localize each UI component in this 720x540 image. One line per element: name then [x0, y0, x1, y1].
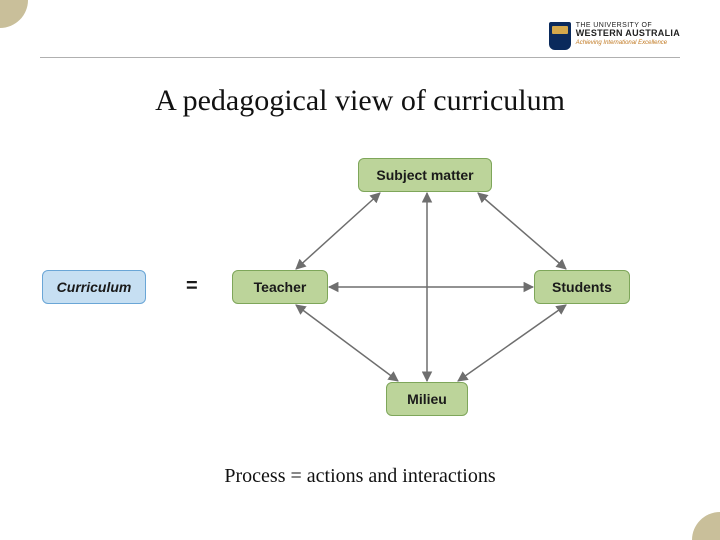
logo-line2: WESTERN AUSTRALIA: [576, 29, 680, 38]
logo-tagline: Achieving International Excellence: [576, 40, 680, 46]
node-label: Subject matter: [376, 167, 473, 183]
corner-decoration-br: [692, 512, 720, 540]
curriculum-diagram: Curriculum = Teacher Subject matter Mili…: [0, 150, 720, 430]
corner-decoration-tl: [0, 0, 28, 28]
logo-text: THE UNIVERSITY OF WESTERN AUSTRALIA Achi…: [576, 22, 680, 46]
crest-icon: [549, 22, 571, 50]
node-students: Students: [534, 270, 630, 304]
header-rule: [40, 57, 680, 58]
equals-sign: =: [186, 275, 198, 298]
node-label: Teacher: [254, 279, 307, 295]
university-logo: THE UNIVERSITY OF WESTERN AUSTRALIA Achi…: [549, 22, 680, 50]
slide-title: A pedagogical view of curriculum: [0, 84, 720, 118]
node-milieu: Milieu: [386, 382, 468, 416]
node-label: Milieu: [407, 391, 447, 407]
slide-caption: Process = actions and interactions: [0, 465, 720, 488]
node-subject-matter: Subject matter: [358, 158, 492, 192]
node-label: Curriculum: [57, 279, 132, 295]
node-curriculum: Curriculum: [42, 270, 146, 304]
node-label: Students: [552, 279, 612, 295]
node-teacher: Teacher: [232, 270, 328, 304]
